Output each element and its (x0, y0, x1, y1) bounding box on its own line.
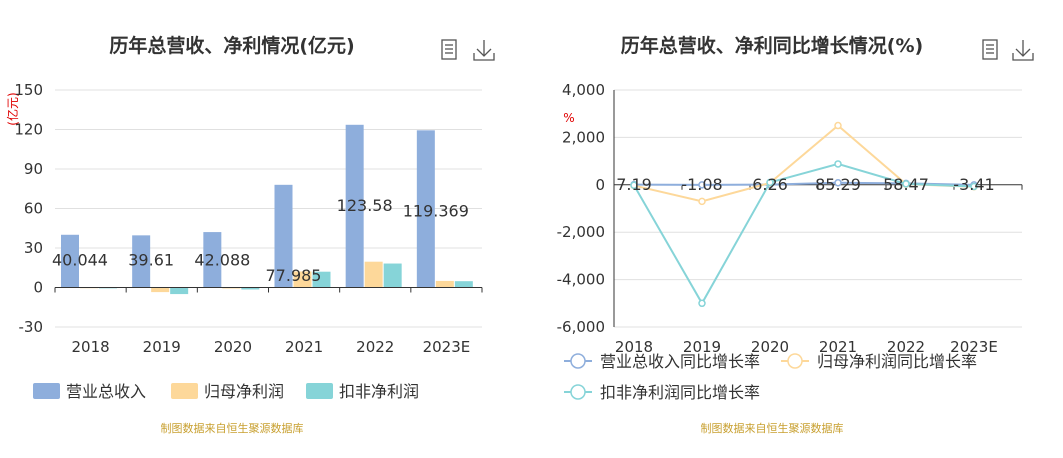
bar[interactable] (274, 184, 293, 288)
y-axis-unit-label: % (563, 111, 574, 125)
legend-swatch (306, 383, 333, 399)
bar[interactable] (241, 287, 260, 290)
y-tick-label: 30 (24, 239, 43, 257)
source-note: 制图数据来自恒生聚源数据库 (161, 421, 304, 435)
bar-data-label: 39.61 (128, 251, 174, 270)
data-point[interactable] (970, 182, 978, 191)
x-tick-label: 2021 (285, 338, 323, 356)
revenue-profit-chart: 历年总营收、净利情况(亿元) (亿元) -30 0 30 60 90 120 150 2018… (5, 34, 495, 435)
legend-marker (787, 353, 803, 369)
legend-item[interactable]: 营业总收入 (33, 382, 146, 401)
bar[interactable] (345, 124, 364, 288)
legend-label: 归母净利润 (204, 382, 284, 401)
bar[interactable] (203, 232, 222, 288)
data-point[interactable] (698, 197, 706, 206)
chart-title: 历年总营收、净利情况(亿元) (109, 34, 354, 57)
bar[interactable] (170, 287, 189, 295)
data-point[interactable] (698, 299, 706, 308)
bar-data-label: 42.088 (194, 251, 250, 270)
bar-data-label: 123.58 (337, 196, 393, 215)
line-data-label: 6.26 (752, 175, 788, 194)
data-point[interactable] (766, 178, 774, 187)
legend-label: 营业总收入 (66, 382, 146, 401)
y-tick-label: 2,000 (562, 128, 605, 146)
x-tick-label: 2020 (214, 338, 252, 356)
bar[interactable] (383, 263, 402, 288)
legend-item[interactable]: 扣非净利润同比增长率 (564, 383, 760, 402)
bar-data-label: 119.369 (403, 201, 469, 220)
y-tick-label: -4,000 (557, 271, 605, 289)
data-point[interactable] (834, 179, 842, 187)
y-tick-label: 90 (24, 160, 43, 178)
y-tick-label: 0 (33, 279, 43, 297)
legend-label: 营业总收入同比增长率 (600, 352, 760, 371)
y-tick-label: 4,000 (562, 81, 605, 99)
y-tick-label: -30 (19, 318, 44, 336)
y-tick-label: -6,000 (557, 318, 605, 336)
bar[interactable] (454, 281, 473, 288)
series-line[interactable] (633, 162, 975, 306)
x-tick-label: 2023E (423, 338, 471, 356)
y-axis-unit-label: (亿元) (5, 92, 20, 125)
y-tick-label: -2,000 (557, 223, 605, 241)
bar[interactable] (416, 130, 435, 288)
x-tick-label: 2019 (683, 338, 721, 356)
bar[interactable] (61, 234, 79, 288)
legend-swatch (33, 383, 60, 399)
legend-item[interactable]: 扣非净利润 (306, 382, 419, 401)
y-tick-label: 120 (14, 121, 43, 139)
x-tick-label: 2021 (819, 338, 857, 356)
bar[interactable] (364, 261, 383, 288)
legend-label: 扣非净利润 (339, 382, 419, 401)
bar[interactable] (312, 271, 331, 288)
growth-rate-chart: 历年总营收、净利同比增长情况(%) % -6,000 -4,000 -2,000 0 2… (557, 34, 1034, 435)
legend-swatch (171, 383, 198, 399)
x-tick-label: 2022 (356, 338, 394, 356)
bar-data-label: 77.985 (266, 266, 322, 285)
data-point[interactable] (630, 181, 638, 190)
line-data-label: 58.47 (883, 175, 929, 194)
bar[interactable] (151, 287, 170, 293)
x-tick-label: 2019 (143, 338, 181, 356)
data-point[interactable] (698, 181, 706, 189)
download-icon[interactable] (1012, 40, 1034, 61)
chart-title: 历年总营收、净利同比增长情况(%) (621, 34, 923, 57)
source-note: 制图数据来自恒生聚源数据库 (701, 421, 844, 435)
x-tick-label: 2022 (887, 338, 925, 356)
line-data-label: 85.29 (815, 175, 861, 194)
data-view-icon[interactable] (982, 39, 998, 60)
x-tick-label: 2020 (751, 338, 789, 356)
legend-marker (570, 353, 586, 369)
legend-item[interactable]: 归母净利润同比增长率 (781, 352, 977, 371)
bar-data-label: 40.044 (52, 251, 108, 270)
bar[interactable] (132, 235, 151, 288)
growth-rate-chart-panel: 历年总营收、净利同比增长情况(%) % -6,000 -4,000 -2,000 0 2… (531, 0, 1063, 453)
revenue-profit-chart-panel: 历年总营收、净利情况(亿元) (亿元) -30 0 30 60 90 120 150 2018… (0, 0, 531, 453)
legend-item[interactable]: 归母净利润 (171, 382, 284, 401)
legend-label: 扣非净利润同比增长率 (600, 383, 760, 402)
y-tick-label: 0 (595, 176, 605, 194)
legend-label: 归母净利润同比增长率 (817, 352, 977, 371)
download-icon[interactable] (473, 40, 495, 61)
y-tick-label: 60 (24, 200, 43, 218)
data-view-icon[interactable] (441, 39, 457, 60)
x-tick-label: 2023E (950, 338, 998, 356)
bar[interactable] (293, 271, 312, 288)
x-tick-label: 2018 (71, 338, 109, 356)
y-tick-label: 150 (14, 81, 43, 99)
line-data-label: 7.19 (616, 175, 652, 194)
line-data-label: -1.08 (681, 175, 722, 194)
bar[interactable] (435, 280, 454, 288)
legend-marker (570, 384, 586, 400)
legend-item[interactable]: 营业总收入同比增长率 (564, 352, 760, 371)
line-data-label: -3.41 (953, 175, 994, 194)
data-point[interactable] (902, 180, 910, 188)
data-point[interactable] (834, 160, 842, 168)
data-point[interactable] (834, 121, 842, 130)
x-tick-label: 2018 (615, 338, 653, 356)
